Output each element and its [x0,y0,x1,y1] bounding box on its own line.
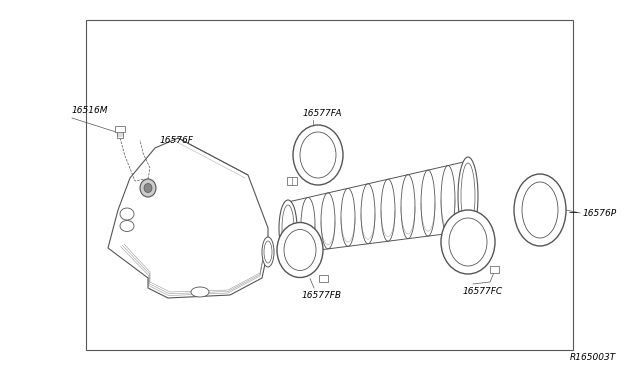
Ellipse shape [458,157,478,235]
Ellipse shape [514,174,566,246]
Bar [117,130,123,138]
Text: 16577FC: 16577FC [463,288,503,296]
Ellipse shape [264,241,272,263]
Text: 16577FB: 16577FB [302,292,342,301]
Ellipse shape [262,237,274,267]
Text: R165003T: R165003T [570,353,616,362]
Ellipse shape [461,163,475,229]
Ellipse shape [191,287,209,297]
Ellipse shape [441,210,495,274]
Text: 16576F: 16576F [160,135,194,144]
Bar [490,266,499,273]
Bar [287,177,297,185]
Ellipse shape [144,183,152,192]
Ellipse shape [284,230,316,270]
Ellipse shape [277,222,323,278]
Text: 16516M: 16516M [72,106,109,115]
Ellipse shape [522,182,558,238]
Ellipse shape [120,208,134,220]
Ellipse shape [293,125,343,185]
Ellipse shape [120,221,134,231]
Bar [86,20,573,350]
Text: 16577FA: 16577FA [303,109,342,118]
Ellipse shape [140,179,156,197]
Bar [319,275,328,282]
Ellipse shape [449,218,487,266]
Ellipse shape [279,200,297,256]
Text: 16576P: 16576P [583,208,617,218]
Ellipse shape [300,132,336,178]
Bar [115,126,125,132]
Ellipse shape [282,205,294,251]
Text: —: — [569,208,578,218]
